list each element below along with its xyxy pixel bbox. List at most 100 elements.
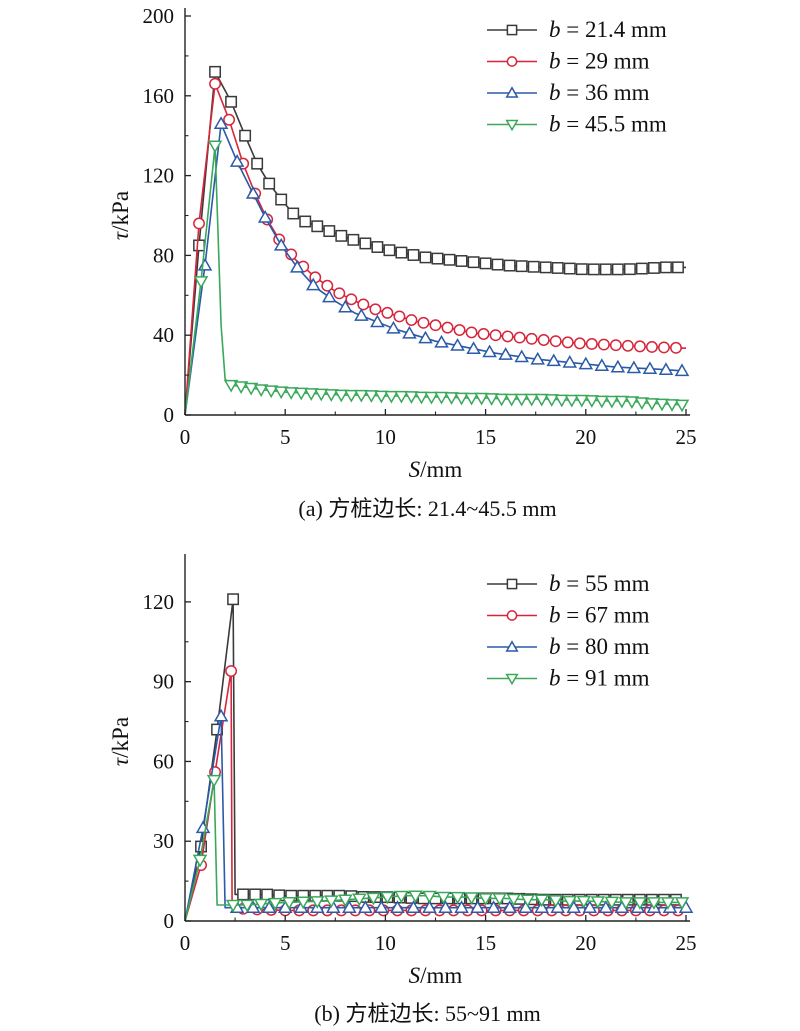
data-point — [450, 338, 465, 351]
data-point — [405, 314, 418, 326]
data-point — [633, 340, 646, 353]
legend-value: = 55 mm — [561, 571, 650, 596]
data-point — [321, 279, 334, 292]
data-point — [504, 393, 519, 407]
x-axis-label: S/mm — [409, 963, 463, 988]
x-tick-label: 0 — [180, 931, 191, 955]
data-point — [465, 326, 478, 339]
y-tick-label: 80 — [153, 243, 174, 267]
chart-caption: (a) 方桩边长: 21.4~45.5 mm — [298, 496, 556, 521]
data-point — [359, 237, 372, 250]
data-point — [494, 393, 509, 407]
legend-marker — [505, 640, 519, 652]
legend-label: b = 91 mm — [549, 666, 650, 691]
data-point — [464, 392, 479, 406]
data-point — [347, 233, 360, 246]
data-point — [213, 116, 229, 129]
legend-value: = 67 mm — [561, 603, 650, 628]
y-tick-label: 120 — [143, 590, 175, 614]
data-point — [441, 321, 454, 334]
data-point — [335, 229, 348, 242]
y-tick-label: 200 — [143, 4, 175, 28]
data-point — [408, 890, 423, 904]
data-point — [646, 897, 662, 910]
data-point — [386, 320, 401, 334]
data-point — [369, 303, 382, 316]
legend-var: b — [549, 17, 561, 42]
y-tick-label: 30 — [153, 829, 174, 853]
data-point — [402, 325, 417, 339]
legend-value: = 36 mm — [561, 80, 650, 105]
legend-label: b = 21.4 mm — [549, 17, 667, 42]
data-point — [563, 262, 576, 275]
data-point — [305, 277, 321, 291]
data-point — [632, 897, 648, 910]
data-point — [197, 257, 213, 271]
data-point — [520, 894, 535, 908]
data-point — [498, 347, 513, 360]
data-point — [237, 888, 250, 901]
series-line — [184, 670, 686, 922]
data-point — [501, 330, 514, 343]
series-3 — [184, 140, 690, 416]
data-point — [466, 341, 481, 355]
data-point — [470, 900, 485, 913]
data-point — [502, 900, 517, 913]
data-point — [479, 257, 492, 270]
data-point — [561, 336, 574, 349]
data-point — [477, 328, 490, 340]
data-point — [674, 399, 690, 413]
data-point — [455, 255, 468, 267]
data-point — [253, 384, 269, 397]
data-point — [647, 262, 660, 274]
x-tick-label: 20 — [575, 931, 596, 955]
data-point — [658, 362, 674, 376]
x-axis-label-var: S — [409, 457, 421, 482]
data-point — [562, 895, 578, 909]
x-tick-label: 0 — [180, 425, 191, 449]
data-point — [422, 900, 437, 913]
data-point — [193, 239, 205, 252]
x-tick-label: 25 — [676, 931, 697, 955]
data-point — [193, 276, 209, 289]
data-point — [380, 891, 395, 905]
y-axis-label-unit: /kPa — [108, 717, 133, 758]
data-point — [324, 895, 339, 909]
data-point — [326, 900, 341, 913]
data-point — [645, 341, 658, 353]
data-point — [206, 774, 222, 788]
data-point — [554, 394, 570, 408]
data-point — [225, 95, 238, 108]
data-point — [534, 393, 549, 407]
data-point — [273, 237, 289, 251]
data-point — [609, 339, 622, 352]
data-point — [478, 893, 493, 906]
y-tick-label: 120 — [143, 164, 175, 188]
data-point — [322, 289, 337, 303]
data-point — [303, 388, 319, 401]
data-point — [229, 154, 245, 167]
data-point — [594, 395, 610, 409]
series-3 — [184, 774, 690, 922]
data-point — [344, 389, 359, 403]
data-point — [357, 298, 370, 311]
legend-label: b = 55 mm — [549, 571, 650, 596]
data-point — [562, 355, 578, 368]
data-point — [263, 177, 276, 190]
data-point — [549, 335, 562, 348]
y-tick-label: 160 — [143, 84, 175, 108]
data-point — [598, 900, 614, 913]
data-point — [575, 263, 588, 276]
y-axis-label: τ/kPa — [108, 191, 133, 240]
data-point — [664, 399, 680, 412]
data-point — [323, 225, 336, 238]
x-axis-label-unit: /mm — [420, 457, 462, 482]
data-point — [390, 900, 405, 913]
data-point — [419, 251, 432, 264]
data-point — [384, 390, 399, 404]
y-axis-label: τ/kPa — [108, 717, 133, 766]
x-tick-label: 25 — [676, 425, 697, 449]
data-point — [253, 898, 269, 912]
data-point — [604, 896, 620, 910]
